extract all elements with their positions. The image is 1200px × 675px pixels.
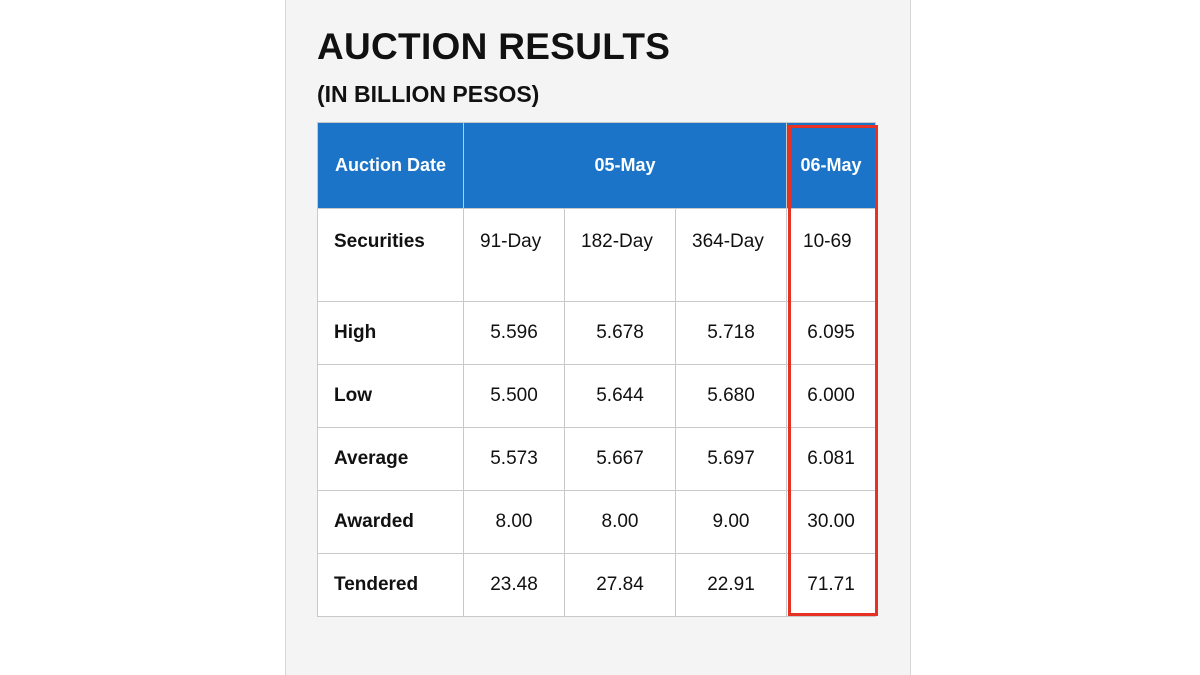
table-cell: 6.081	[786, 427, 877, 491]
securities-cell: 364-Day	[674, 208, 788, 302]
table-cell: 30.00	[786, 490, 877, 554]
table-cell: 9.00	[674, 490, 788, 554]
table-cell: 5.718	[674, 301, 788, 365]
header-date-05-may: 05-May	[462, 122, 788, 209]
table-cell: 6.095	[786, 301, 877, 365]
securities-cell: 182-Day	[564, 208, 676, 302]
table-cell: 5.644	[564, 364, 676, 428]
table-cell: 5.680	[674, 364, 788, 428]
header-date-06-may: 06-May	[786, 122, 877, 209]
row-label: Average	[317, 427, 464, 491]
row-label: High	[317, 301, 464, 365]
table-row: Awarded 8.00 8.00 9.00 30.00	[317, 490, 877, 554]
row-label: Tendered	[317, 553, 464, 617]
row-label: Low	[317, 364, 464, 428]
row-label: Securities	[317, 208, 464, 302]
securities-row: Securities 91-Day 182-Day 364-Day 10-69	[317, 208, 877, 302]
table-cell: 71.71	[786, 553, 877, 617]
securities-cell: 10-69	[786, 208, 877, 302]
table-row: Tendered 23.48 27.84 22.91 71.71	[317, 553, 877, 617]
table-cell: 5.678	[564, 301, 676, 365]
content-panel: AUCTION RESULTS (IN BILLION PESOS) Aucti…	[285, 0, 911, 675]
table-row: Low 5.500 5.644 5.680 6.000	[317, 364, 877, 428]
header-auction-date-label: Auction Date	[317, 122, 464, 209]
table-cell: 5.573	[463, 427, 565, 491]
table-cell: 27.84	[564, 553, 676, 617]
table-row: Average 5.573 5.667 5.697 6.081	[317, 427, 877, 491]
header-row: Auction Date 05-May 06-May	[317, 122, 877, 209]
table-cell: 6.000	[786, 364, 877, 428]
table-row: High 5.596 5.678 5.718 6.095	[317, 301, 877, 365]
table-cell: 22.91	[674, 553, 788, 617]
table-cell: 8.00	[463, 490, 565, 554]
page-title: AUCTION RESULTS	[317, 26, 671, 67]
table-cell: 5.667	[564, 427, 676, 491]
table-cell: 23.48	[463, 553, 565, 617]
row-label: Awarded	[317, 490, 464, 554]
table-cell: 5.500	[463, 364, 565, 428]
securities-cell: 91-Day	[463, 208, 565, 302]
table-cell: 8.00	[564, 490, 676, 554]
table-cell: 5.596	[463, 301, 565, 365]
auction-results-table: Auction Date 05-May 06-May Securities 91…	[317, 122, 877, 617]
table-cell: 5.697	[674, 427, 788, 491]
page-subtitle: (IN BILLION PESOS)	[317, 81, 540, 107]
